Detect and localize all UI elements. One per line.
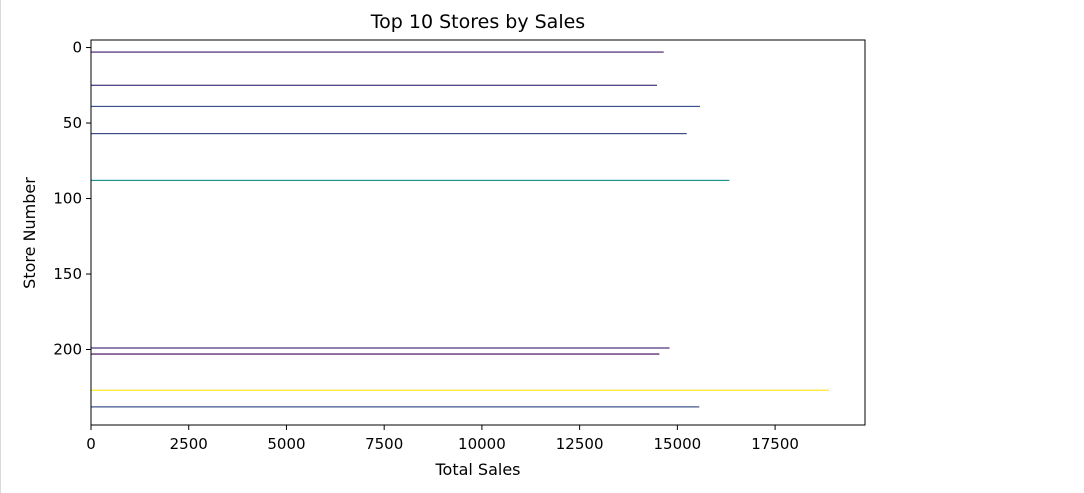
bar-store-227 xyxy=(91,389,830,391)
bar-store-57 xyxy=(91,133,687,135)
x-axis-label: Total Sales xyxy=(434,460,520,479)
x-tick-label: 7500 xyxy=(365,435,403,453)
plot-area-frame xyxy=(90,39,866,426)
x-axis-ticks: 0 2500 5000 7500 10000 12500 15000 17500 xyxy=(86,425,799,453)
bar-store-199 xyxy=(91,347,670,349)
x-tick-label: 17500 xyxy=(751,435,799,453)
bar-store-25 xyxy=(91,84,658,86)
bar-store-39 xyxy=(91,105,701,108)
y-axis-label: Store Number xyxy=(20,177,39,289)
y-tick-label: 50 xyxy=(63,114,82,132)
bar-store-88 xyxy=(91,179,730,182)
x-tick-label: 10000 xyxy=(458,435,506,453)
x-tick-label: 12500 xyxy=(556,435,604,453)
x-tick-label: 0 xyxy=(86,435,96,453)
y-axis-ticks: 0 50 100 150 200 xyxy=(53,39,91,359)
bar-store-238 xyxy=(91,406,700,408)
bar-store-3 xyxy=(91,51,664,53)
bars-group xyxy=(91,51,830,408)
x-tick-label: 15000 xyxy=(654,435,702,453)
chart-title: Top 10 Stores by Sales xyxy=(370,11,585,33)
x-tick-label: 5000 xyxy=(267,435,305,453)
y-tick-label: 150 xyxy=(53,265,82,283)
y-tick-label: 200 xyxy=(53,341,82,359)
x-tick-label: 2500 xyxy=(170,435,208,453)
y-tick-label: 100 xyxy=(53,190,82,208)
y-tick-label: 0 xyxy=(72,39,82,57)
bar-store-203 xyxy=(91,353,660,355)
